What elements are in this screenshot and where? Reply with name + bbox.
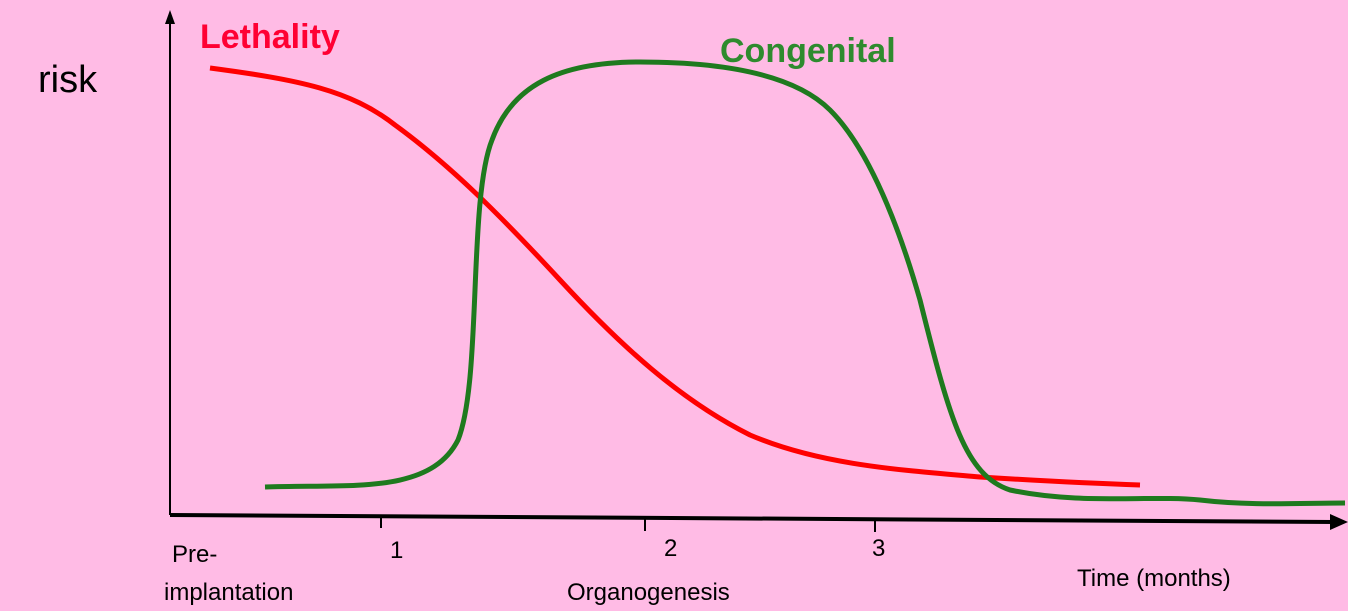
organogenesis-label: Organogenesis [567, 579, 730, 606]
y-arrow [165, 10, 175, 24]
lethality-label: Lethality [200, 18, 340, 56]
congenital-curve [264, 59, 1346, 507]
x-axis-label: Time (months) [1077, 565, 1231, 592]
tick-label: 1 [390, 537, 403, 564]
x-axis [169, 513, 1336, 524]
tick-label: 3 [872, 535, 885, 562]
lethality-curve [209, 65, 1141, 488]
implantation-label: implantation [164, 579, 293, 606]
y-axis-label: risk [38, 59, 98, 101]
pre-label: Pre- [172, 541, 217, 568]
congenital-label: Congenital [720, 32, 896, 70]
tick-label: 2 [664, 535, 677, 562]
x-arrow [1330, 514, 1348, 530]
